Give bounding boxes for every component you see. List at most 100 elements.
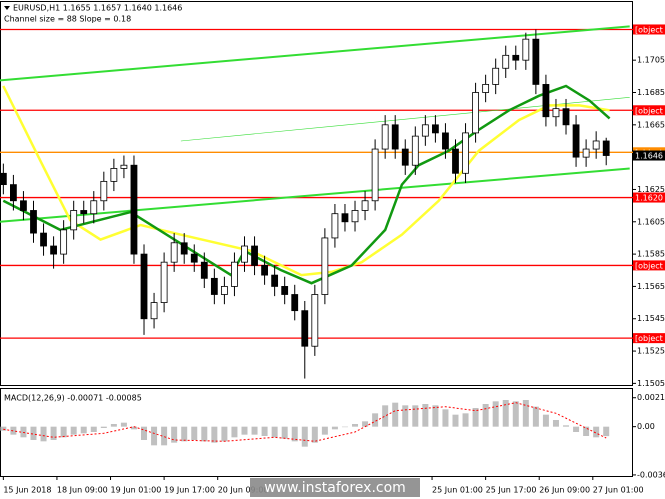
macd-bar [171, 426, 178, 443]
macd-bar [402, 405, 409, 427]
price-label-box [633, 150, 665, 161]
candle-body [291, 294, 299, 312]
candle-body [381, 124, 389, 150]
candle-body [9, 184, 17, 202]
candle-body [562, 108, 570, 126]
candle-body [261, 265, 268, 276]
candle-body [150, 302, 158, 320]
candle-body [180, 242, 188, 255]
candle-body [462, 132, 469, 174]
candle-body [311, 294, 319, 347]
y-tick-label: 1.1625 [637, 185, 665, 194]
level-label: [object Object] [635, 261, 665, 270]
macd-bar [482, 404, 489, 427]
macd-bar [70, 426, 77, 435]
x-tick-label: 27 Jun 01:00 [593, 486, 644, 495]
macd-bar [452, 414, 459, 427]
candle-body [130, 164, 138, 255]
candle-body [351, 210, 359, 223]
macd-bar [301, 426, 308, 447]
candle-body [472, 92, 479, 134]
x-tick-label: 26 Jun 09:00 [539, 486, 590, 495]
level-label-box [633, 333, 665, 344]
candle-body [140, 253, 148, 320]
candle-body [120, 164, 128, 169]
candle-body [80, 210, 88, 215]
macd-bar [563, 425, 570, 427]
level-label: 1.1620 [635, 194, 663, 203]
macd-bar [60, 426, 67, 438]
macd-bar [311, 426, 318, 443]
macd-title: MACD(12,26,9) -0.00071 -0.00085 [4, 394, 142, 403]
candle-body [582, 148, 590, 158]
macd-bar [221, 426, 228, 442]
macd-bar [341, 426, 348, 428]
indicator-line [0, 25, 630, 82]
candle-body [0, 172, 7, 186]
menu-icon [4, 6, 10, 10]
candle-body [90, 200, 98, 215]
candle-body [301, 310, 309, 347]
level-label: [object Object] [635, 25, 665, 34]
macd-bar [492, 401, 499, 427]
candle-body [542, 84, 550, 118]
macd-y-tick-label: 0.00 [637, 422, 655, 431]
macd-bar [442, 409, 449, 427]
candle-body [401, 148, 409, 166]
macd-bar [261, 426, 268, 436]
candle-body [331, 213, 339, 239]
candle-body [271, 274, 279, 287]
macd-bar [502, 400, 509, 427]
y-tick-label: 1.1705 [637, 56, 665, 65]
watermark: www.instaforex.com [264, 480, 406, 496]
chart-title: EURUSD,H1 1.1655 1.1657 1.1640 1.1646 [13, 4, 182, 13]
macd-bar [241, 426, 248, 435]
candle-body [60, 229, 68, 255]
x-tick-label: 25 Jun 01:00 [432, 486, 483, 495]
x-tick-label: 19 Jun 01:00 [111, 486, 162, 495]
candle-body [110, 168, 118, 182]
indicator-line [2, 85, 610, 277]
candle-body [20, 200, 27, 211]
macd-bar [593, 426, 600, 438]
macd-bar [603, 426, 610, 437]
candle-body [502, 54, 510, 69]
macd-bar [271, 426, 278, 438]
macd-bar [542, 414, 549, 427]
level-label-box [633, 260, 665, 271]
macd-bar [412, 405, 419, 427]
chart-subtitle: Channel size = 88 Slope = 0.18 [4, 15, 131, 24]
candle-body [602, 140, 610, 156]
macd-bar [512, 401, 519, 427]
indicator-line [0, 167, 630, 223]
y-tick-label: 1.1585 [637, 250, 665, 259]
macd-bar [291, 426, 298, 442]
x-tick-label: 19 Jun 17:00 [164, 486, 215, 495]
candle-body [30, 210, 37, 234]
macd-bar [573, 426, 580, 432]
candle-body [421, 124, 429, 137]
y-tick-label: 1.1605 [637, 217, 665, 226]
price-label: 1.1646 [635, 152, 663, 161]
candle-body [40, 232, 47, 247]
macd-bar [392, 402, 399, 427]
candle-body [50, 245, 57, 255]
watermark-box [250, 478, 420, 497]
macd-bar [191, 426, 198, 440]
candle-body [442, 132, 449, 150]
macd-bar [181, 426, 188, 442]
x-tick-label: 25 Jun 17:00 [486, 486, 537, 495]
y-tick-label: 1.1565 [637, 282, 665, 291]
macd-bar [40, 426, 47, 442]
macd-bar [141, 426, 148, 440]
y-tick-label: 1.1665 [637, 120, 665, 129]
macd-bar [0, 426, 7, 431]
macd-bar [331, 426, 338, 430]
macd-y-tick-label: 0.00217 [637, 393, 665, 402]
macd-bar [211, 426, 218, 443]
macd-bar [10, 426, 17, 435]
y-tick-label: 1.1505 [637, 379, 665, 388]
candle-body [512, 54, 520, 61]
macd-bar [100, 426, 107, 428]
